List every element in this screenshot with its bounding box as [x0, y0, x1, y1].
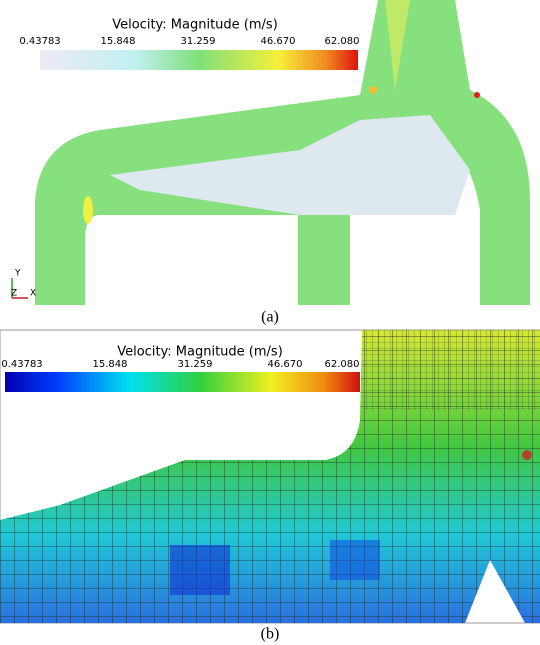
colorbar-title: Velocity: Magnitude (m/s) [117, 345, 283, 360]
colorbar-tick: 31.259 [178, 359, 213, 370]
colorbar-tick: 15.848 [93, 359, 128, 370]
colorbar [40, 50, 358, 70]
caption: (b) [261, 626, 280, 643]
colorbar-tick: 62.080 [325, 36, 360, 47]
colorbar-tick: 46.670 [268, 359, 303, 370]
axis-triad: Y Z X [11, 269, 36, 299]
colorbar-tick: 15.848 [101, 36, 136, 47]
colorbar-tick: 0.43783 [19, 36, 60, 47]
axis-label: Y [14, 269, 21, 279]
caption: (a) [261, 309, 279, 326]
panel-a-geometry [35, 0, 530, 305]
colorbar-tick: 0.43783 [1, 359, 42, 370]
panel-b-geometry [0, 330, 540, 623]
colorbar-title: Velocity: Magnitude (m/s) [112, 18, 278, 33]
colorbar-tick: 31.259 [181, 36, 216, 47]
colorbar [5, 372, 360, 392]
axis-label: Z [11, 289, 17, 299]
axis-label: X [30, 289, 36, 299]
colorbar-tick: 62.080 [325, 359, 360, 370]
colorbar-tick: 46.670 [261, 36, 296, 47]
